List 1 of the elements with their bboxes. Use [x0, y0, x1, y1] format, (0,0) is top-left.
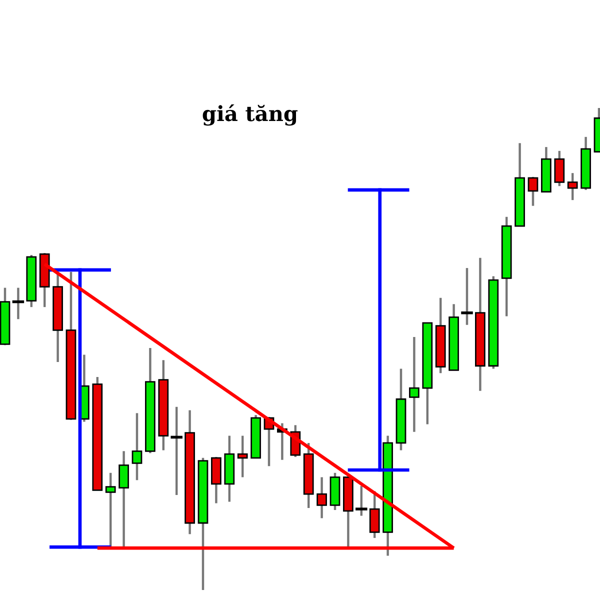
chart-title: giá tăng [202, 104, 298, 126]
